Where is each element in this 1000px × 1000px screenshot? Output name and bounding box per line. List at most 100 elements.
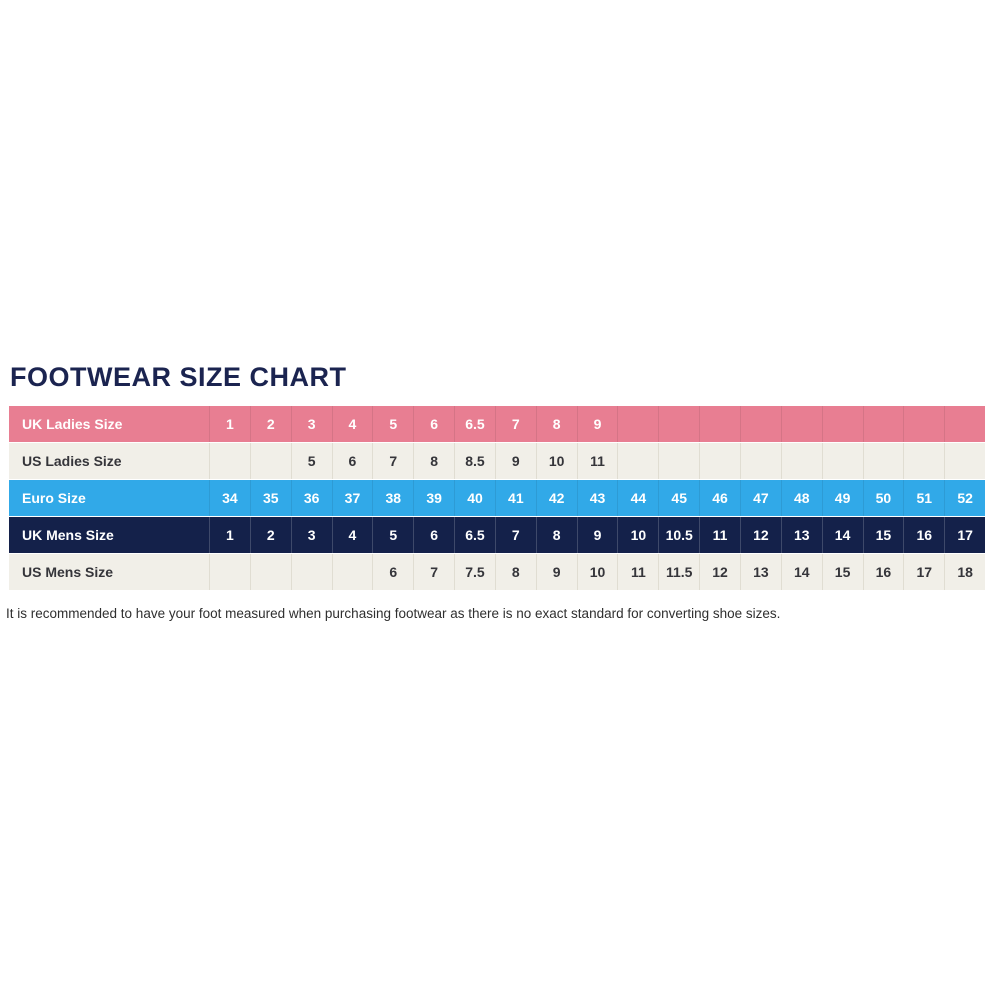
size-cell: [331, 554, 373, 590]
size-cell: [780, 406, 822, 442]
size-cell: 14: [780, 554, 822, 590]
size-cell: [617, 406, 658, 442]
size-cell: 4: [331, 406, 373, 442]
size-cell: 16: [862, 554, 904, 590]
size-cell: 41: [494, 480, 536, 516]
size-cell: [658, 406, 699, 442]
table-row: UK Ladies Size 1 2 3 4 5 6 6.5 7 8 9: [9, 406, 985, 442]
size-cell: 7: [494, 517, 536, 553]
size-cell: [249, 554, 291, 590]
size-cell: 7: [372, 443, 413, 479]
size-cell: 44: [617, 480, 658, 516]
size-cell: 13: [739, 554, 781, 590]
size-cell: 18: [944, 554, 985, 590]
size-cell: [862, 443, 904, 479]
size-cell: [209, 554, 250, 590]
size-cell: 7: [494, 406, 536, 442]
size-cell: 11: [699, 517, 740, 553]
size-cell: [903, 406, 944, 442]
size-cell: [821, 443, 863, 479]
size-cell: 8.5: [454, 443, 495, 479]
size-cell: 38: [372, 480, 413, 516]
size-cell: 43: [576, 480, 618, 516]
size-cell: 51: [903, 480, 944, 516]
size-cell: [249, 443, 291, 479]
size-cell: [699, 406, 740, 442]
size-cell: 10: [576, 554, 618, 590]
size-cell: 6: [372, 554, 413, 590]
size-cell: 2: [249, 517, 291, 553]
size-cell: 11: [576, 443, 618, 479]
size-cell: 6: [413, 406, 454, 442]
size-cell: 45: [658, 480, 699, 516]
size-cell: 14: [821, 517, 863, 553]
size-cell: 4: [331, 517, 373, 553]
row-label: US Mens Size: [22, 564, 114, 580]
table-row: UK Mens Size 1 2 3 4 5 6 6.5 7 8 9 10 10.5 11 12 13 14 15…: [9, 517, 985, 553]
table-row: Euro Size 34 35 36 37 38 39 40 41 42 43 44 45 46 47 48 4…: [9, 480, 985, 516]
size-cell: 17: [944, 517, 985, 553]
table-row: US Ladies Size 5 6 7 8 8.5 9 10 11: [9, 443, 985, 479]
size-cell: 12: [739, 517, 781, 553]
size-cell: [617, 443, 658, 479]
size-cell: 5: [372, 406, 413, 442]
row-label: Euro Size: [22, 490, 86, 506]
size-cell: [290, 554, 332, 590]
size-cell: [780, 443, 822, 479]
size-cell: [862, 406, 904, 442]
row-label: UK Ladies Size: [22, 416, 123, 432]
size-cell: 6.5: [454, 517, 495, 553]
footnote-text: It is recommended to have your foot meas…: [6, 606, 781, 621]
size-cell: 8: [413, 443, 454, 479]
size-cell: [821, 406, 863, 442]
size-cell: 3: [290, 517, 332, 553]
size-cell: 36: [290, 480, 332, 516]
size-cell: 15: [821, 554, 863, 590]
size-cell: [903, 443, 944, 479]
size-cell: 10.5: [658, 517, 699, 553]
size-cell: 35: [249, 480, 291, 516]
size-cell: 7.5: [454, 554, 495, 590]
size-cell: 47: [739, 480, 781, 516]
size-cell: 12: [699, 554, 740, 590]
size-cell: [944, 443, 985, 479]
row-label: US Ladies Size: [22, 453, 122, 469]
size-cell: 6: [413, 517, 454, 553]
size-cell: 7: [413, 554, 454, 590]
size-cell: 39: [413, 480, 454, 516]
size-cell: 8: [535, 406, 577, 442]
size-cell: 16: [903, 517, 944, 553]
size-cell: 40: [454, 480, 495, 516]
size-cell: 37: [331, 480, 373, 516]
size-cell: 34: [209, 480, 250, 516]
size-cell: 1: [209, 517, 250, 553]
size-cell: 11.5: [658, 554, 699, 590]
size-cell: 6.5: [454, 406, 495, 442]
size-cell: 13: [780, 517, 822, 553]
size-cell: 49: [821, 480, 863, 516]
size-cell: 50: [862, 480, 904, 516]
size-cell: [944, 406, 985, 442]
size-cell: 52: [944, 480, 985, 516]
size-cell: 48: [780, 480, 822, 516]
size-cell: 46: [699, 480, 740, 516]
size-cell: 10: [535, 443, 577, 479]
size-cell: 10: [617, 517, 658, 553]
size-cell: 8: [494, 554, 536, 590]
table-row: US Mens Size 6 7 7.5 8 9 10 11 11.5 12 13 14 15 16 17 1…: [9, 554, 985, 590]
size-cell: 9: [494, 443, 536, 479]
size-cell: [658, 443, 699, 479]
size-cell: 15: [862, 517, 904, 553]
size-cell: 9: [576, 517, 618, 553]
size-cell: 8: [535, 517, 577, 553]
page-title: FOOTWEAR SIZE CHART: [10, 362, 347, 392]
size-cell: [739, 443, 781, 479]
size-cell: [699, 443, 740, 479]
size-cell: [739, 406, 781, 442]
size-cell: 42: [535, 480, 577, 516]
size-table: UK Ladies Size 1 2 3 4 5 6 6.5 7 8 9 US Ladies Size…: [9, 406, 985, 591]
size-cell: 2: [249, 406, 291, 442]
size-cell: 5: [290, 443, 332, 479]
size-cell: 5: [372, 517, 413, 553]
